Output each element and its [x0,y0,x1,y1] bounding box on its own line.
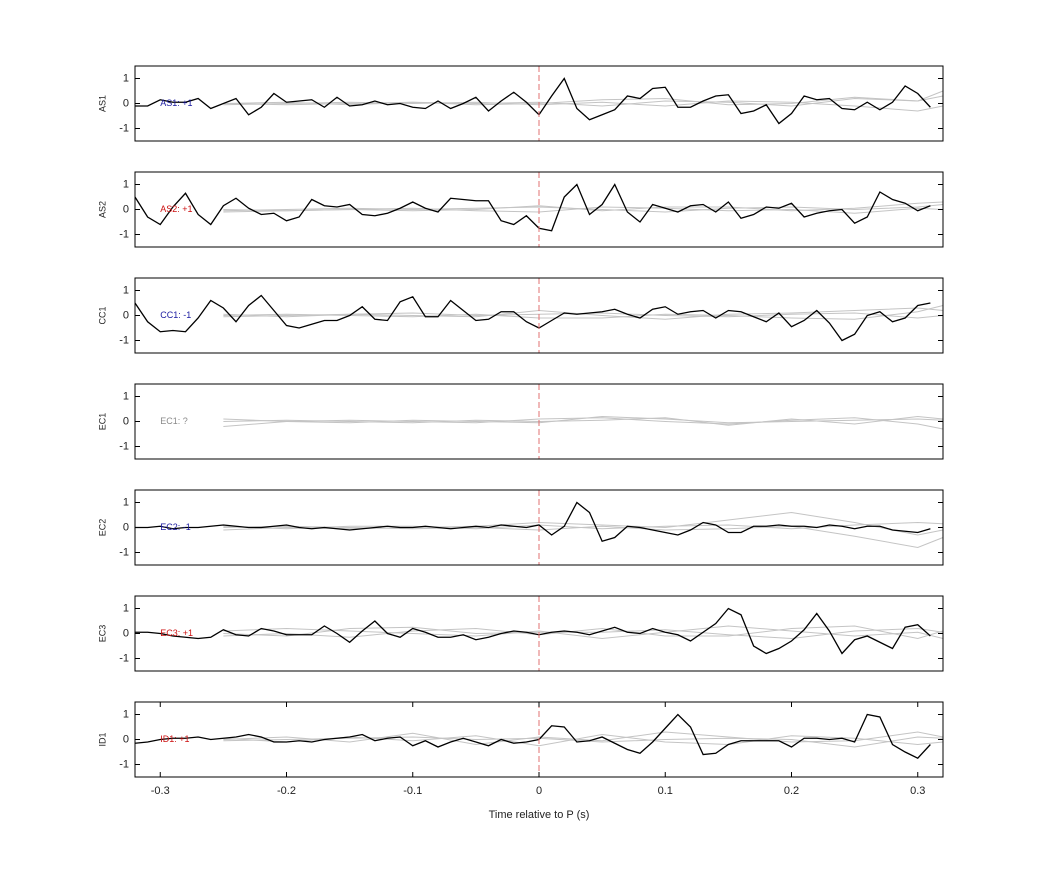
annotation: EC3: +1 [160,628,193,638]
y-tick-label: -1 [119,758,129,770]
y-tick-label: 1 [123,708,129,720]
y-axis-label: EC1 [97,413,107,431]
trace-line [223,626,944,640]
x-tick-label: 0.2 [784,785,799,797]
trace-line [134,713,931,760]
annotation: AS2: +1 [160,204,192,214]
y-tick-label: 1 [123,178,129,190]
trace-line [223,417,944,430]
trace-line [135,77,931,125]
trace-line [223,415,944,426]
y-tick-label: -1 [119,228,129,240]
y-tick-label: 0 [123,97,129,109]
trace-line [223,201,944,213]
y-tick-label: 1 [123,390,129,402]
trace-line [223,312,944,319]
trace-line [135,501,931,543]
x-tick-label: 0.3 [910,785,925,797]
trace-line [223,100,944,112]
y-axis-label: ID1 [97,732,107,746]
x-axis-label: Time relative to P (s) [489,809,590,821]
trace-line [223,511,944,536]
trace-line [223,90,944,106]
trace-line [223,95,944,107]
y-tick-label: -1 [119,440,129,452]
y-axis-label: EC3 [97,625,107,643]
y-tick-label: 0 [123,627,129,639]
y-axis-label: AS2 [97,201,107,218]
x-tick-label: 0 [536,785,542,797]
annotation: CC1: -1 [160,310,191,320]
x-tick-label: -0.3 [151,785,170,797]
y-tick-label: 0 [123,733,129,745]
y-tick-label: -1 [119,122,129,134]
trace-line [223,521,944,530]
y-tick-label: 0 [123,203,129,215]
y-tick-label: 0 [123,415,129,427]
x-tick-label: -0.2 [277,785,296,797]
x-tick-label: -0.1 [403,785,422,797]
y-tick-label: 1 [123,496,129,508]
trace-line [135,607,931,655]
y-tick-label: -1 [119,652,129,664]
y-tick-label: 1 [123,602,129,614]
annotation: AS1: +1 [160,98,192,108]
trace-line [134,183,931,232]
annotation: EC1: ? [160,416,188,426]
trace-line [223,625,944,640]
x-tick-label: 0.1 [658,785,673,797]
y-tick-label: 0 [123,521,129,533]
y-tick-label: 0 [123,309,129,321]
annotation: EC2: -1 [160,522,191,532]
trace-line [223,736,944,748]
y-axis-label: EC2 [97,519,107,537]
y-tick-label: 1 [123,72,129,84]
trace-line [134,294,931,342]
y-axis-label: CC1 [97,306,107,324]
y-tick-label: -1 [119,546,129,558]
y-axis-label: AS1 [97,95,107,112]
trace-line [223,625,944,640]
y-tick-label: 1 [123,284,129,296]
trace-line [223,415,944,424]
annotation: ID1: +1 [160,734,189,744]
trace-line [223,525,944,549]
trace-line [223,204,944,213]
y-tick-label: -1 [119,334,129,346]
